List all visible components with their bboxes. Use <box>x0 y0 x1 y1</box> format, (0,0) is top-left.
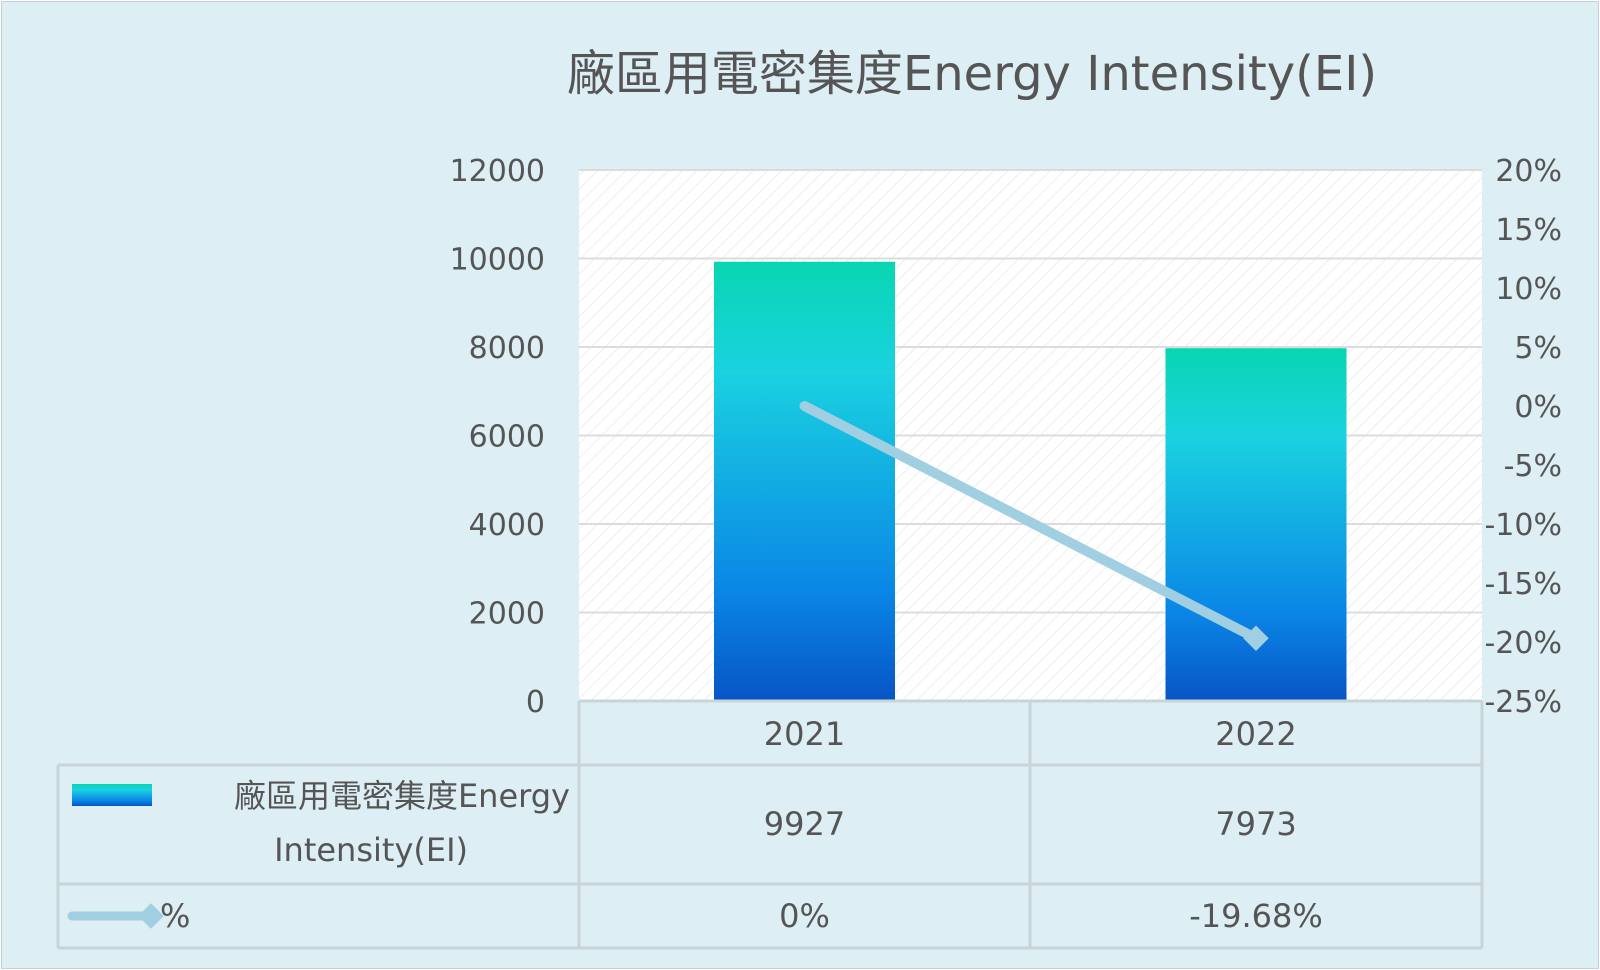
left-tick-label: 2000 <box>469 597 545 632</box>
legend-line-label: % <box>160 897 190 935</box>
bar-value-label: 7973 <box>1215 805 1296 843</box>
right-tick-label: -5% <box>1504 449 1562 484</box>
category-label: 2022 <box>1215 715 1296 753</box>
data-table: 2021 2022 廠區用電密集度Energy Intensity(EI) 9927 79… <box>56 699 1484 950</box>
legend-bar-label-line2: Intensity(EI) <box>274 831 468 869</box>
right-tick-label: 15% <box>1495 213 1562 248</box>
legend-line-marker <box>138 903 164 929</box>
right-tick-label: -10% <box>1484 508 1562 543</box>
chart-title: 廠區用電密集度Energy Intensity(EI) <box>567 46 1377 102</box>
line-value-label: -19.68% <box>1189 897 1323 935</box>
left-tick-label: 10000 <box>450 243 545 278</box>
legend-bar-swatch <box>72 784 152 806</box>
line-value-label: 0% <box>779 897 830 935</box>
right-tick-label: -25% <box>1484 685 1562 720</box>
bar-value-label: 9927 <box>764 805 845 843</box>
right-tick-label: 0% <box>1514 390 1562 425</box>
left-tick-label: 8000 <box>469 331 545 366</box>
left-tick-label: 4000 <box>469 508 545 543</box>
left-axis: 12000 10000 8000 6000 4000 2000 0 <box>450 154 545 720</box>
right-tick-label: -20% <box>1484 626 1562 661</box>
bar-2021 <box>714 261 895 701</box>
right-tick-label: 10% <box>1495 272 1562 307</box>
percent-line <box>799 401 1261 644</box>
right-tick-label: 5% <box>1514 331 1562 366</box>
left-tick-label: 0 <box>526 685 545 720</box>
right-tick-label: 20% <box>1495 154 1562 189</box>
legend-bar-label-line1: 廠區用電密集度Energy <box>234 777 570 815</box>
left-tick-label: 12000 <box>450 154 545 189</box>
right-tick-label: -15% <box>1484 567 1562 602</box>
category-label: 2021 <box>764 715 845 753</box>
right-axis: 20% 15% 10% 5% 0% -5% -10% -15% -20% -25% <box>1484 154 1562 720</box>
left-tick-label: 6000 <box>469 420 545 455</box>
